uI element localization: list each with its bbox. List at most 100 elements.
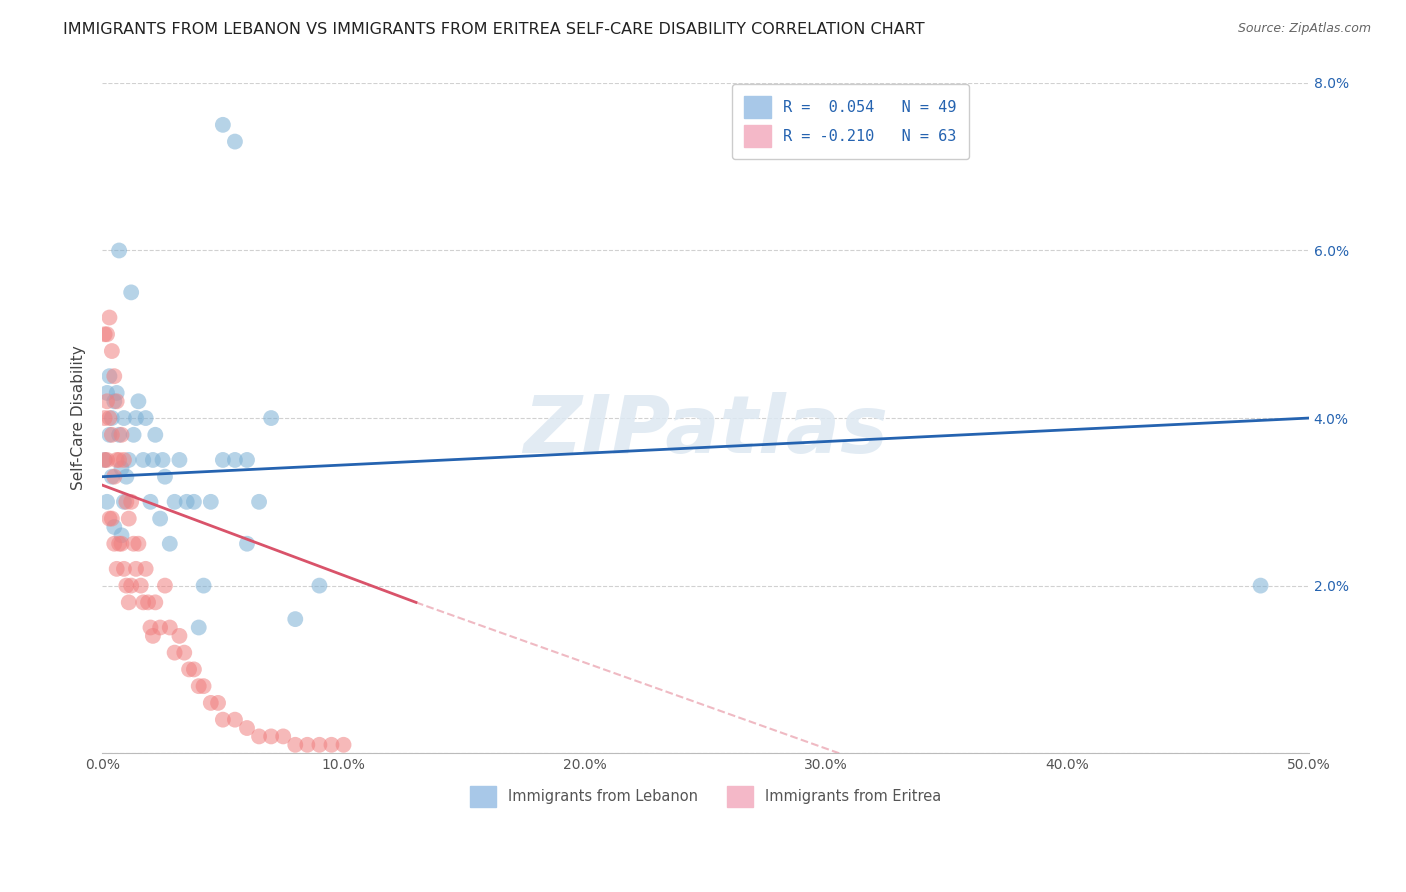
Point: [96, 385, 118, 400]
Point: [112, 562, 135, 576]
Point: [103, 469, 125, 483]
Point: [193, 579, 215, 593]
Point: [153, 579, 176, 593]
Point: [103, 537, 125, 551]
Point: [105, 394, 128, 409]
Point: [177, 662, 200, 676]
Point: [142, 453, 165, 467]
Point: [152, 453, 174, 467]
Point: [236, 453, 259, 467]
Point: [135, 562, 157, 576]
Point: [98, 427, 121, 442]
Point: [105, 562, 128, 576]
Point: [143, 427, 166, 442]
Point: [169, 629, 191, 643]
Point: [108, 453, 131, 467]
Point: [118, 511, 141, 525]
Point: [98, 310, 121, 325]
Point: [183, 662, 205, 676]
Point: [96, 453, 118, 467]
Point: [1250, 579, 1272, 593]
Y-axis label: Self-Care Disability: Self-Care Disability: [72, 346, 86, 491]
Point: [132, 453, 155, 467]
Point: [101, 427, 124, 442]
Point: [193, 679, 215, 693]
Point: [136, 595, 159, 609]
Point: [98, 369, 121, 384]
Point: [108, 537, 131, 551]
Point: [101, 511, 124, 525]
Point: [247, 495, 270, 509]
Point: [96, 327, 118, 342]
Point: [98, 511, 121, 525]
Point: [321, 738, 343, 752]
Point: [127, 537, 149, 551]
Point: [120, 495, 142, 509]
Point: [101, 344, 124, 359]
Point: [122, 427, 145, 442]
Point: [108, 244, 131, 258]
Point: [125, 411, 148, 425]
Point: [115, 469, 138, 483]
Point: [224, 135, 246, 149]
Point: [105, 385, 128, 400]
Point: [135, 411, 157, 425]
Point: [120, 285, 142, 300]
Point: [236, 721, 259, 735]
Point: [110, 528, 132, 542]
Point: [93, 327, 115, 342]
Point: [142, 629, 165, 643]
Point: [308, 738, 330, 752]
Point: [101, 411, 124, 425]
Point: [260, 411, 283, 425]
Text: IMMIGRANTS FROM LEBANON VS IMMIGRANTS FROM ERITREA SELF-CARE DISABILITY CORRELAT: IMMIGRANTS FROM LEBANON VS IMMIGRANTS FR…: [63, 22, 925, 37]
Legend: Immigrants from Lebanon, Immigrants from Eritrea: Immigrants from Lebanon, Immigrants from…: [464, 780, 948, 813]
Point: [112, 453, 135, 467]
Point: [105, 453, 128, 467]
Point: [260, 730, 283, 744]
Point: [110, 537, 132, 551]
Point: [112, 495, 135, 509]
Point: [125, 562, 148, 576]
Point: [200, 495, 222, 509]
Point: [93, 453, 115, 467]
Point: [101, 469, 124, 483]
Point: [284, 738, 307, 752]
Point: [120, 579, 142, 593]
Point: [187, 620, 209, 634]
Point: [110, 461, 132, 475]
Point: [127, 394, 149, 409]
Point: [212, 453, 235, 467]
Point: [284, 612, 307, 626]
Point: [224, 713, 246, 727]
Point: [207, 696, 229, 710]
Point: [139, 495, 162, 509]
Point: [236, 537, 259, 551]
Point: [173, 646, 195, 660]
Point: [153, 469, 176, 483]
Point: [93, 411, 115, 425]
Point: [132, 595, 155, 609]
Point: [118, 453, 141, 467]
Point: [96, 394, 118, 409]
Point: [115, 495, 138, 509]
Point: [159, 620, 181, 634]
Point: [212, 118, 235, 132]
Point: [139, 620, 162, 634]
Point: [297, 738, 319, 752]
Point: [212, 713, 235, 727]
Point: [112, 411, 135, 425]
Text: ZIPatlas: ZIPatlas: [523, 392, 889, 470]
Point: [176, 495, 198, 509]
Point: [103, 520, 125, 534]
Point: [271, 730, 294, 744]
Point: [200, 696, 222, 710]
Point: [163, 646, 186, 660]
Point: [115, 579, 138, 593]
Text: Source: ZipAtlas.com: Source: ZipAtlas.com: [1237, 22, 1371, 36]
Point: [224, 453, 246, 467]
Point: [187, 679, 209, 693]
Point: [169, 453, 191, 467]
Point: [129, 579, 152, 593]
Point: [149, 511, 172, 525]
